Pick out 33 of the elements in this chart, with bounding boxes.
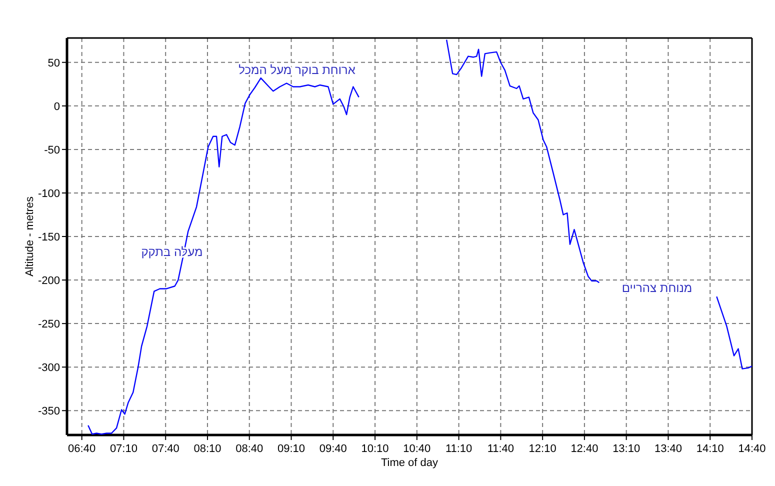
x-tick-label: 12:40: [570, 443, 598, 455]
x-tick-label: 14:10: [696, 443, 724, 455]
x-tick-label: 09:10: [277, 443, 306, 455]
y-tick-label: -200: [38, 275, 60, 288]
y-tick-label: -100: [38, 188, 60, 200]
line-series: [716, 296, 752, 370]
line-series: [446, 39, 600, 284]
x-tick-label: 08:40: [236, 443, 264, 455]
x-tick-label: 11:10: [445, 443, 472, 455]
y-tick-label: 50: [48, 57, 60, 70]
y-tick-label: -350: [38, 406, 60, 418]
y-tick-label: -150: [38, 232, 60, 244]
y-tick-label: -300: [38, 362, 60, 374]
x-tick-label: 10:10: [361, 443, 389, 455]
annotation: ארוחת בוקר מעל המכל: [238, 63, 356, 77]
x-axis-title: Time of day: [380, 457, 439, 469]
x-tick-label: 06:40: [68, 443, 96, 455]
x-tick-label: 10:40: [403, 443, 431, 455]
x-tick-label: 08:10: [194, 443, 222, 455]
y-tick-label: -50: [44, 144, 60, 156]
x-tick-label: 09:40: [319, 443, 347, 455]
x-tick-label: 14:40: [738, 443, 766, 455]
x-tick-label: 13:10: [612, 443, 640, 455]
line-series: [88, 77, 360, 435]
y-axis-title: Altitude - metres: [24, 196, 36, 277]
x-tick-label: 07:40: [152, 443, 180, 455]
annotation: מנוחת צהריים: [622, 281, 692, 295]
y-tick-label: -250: [38, 318, 60, 331]
x-tick-label: 13:40: [654, 443, 682, 455]
x-tick-label: 12:10: [528, 443, 556, 455]
x-tick-label: 07:10: [110, 443, 138, 455]
y-tick-label: 0: [54, 100, 60, 113]
x-tick-label: 11:40: [487, 443, 514, 455]
